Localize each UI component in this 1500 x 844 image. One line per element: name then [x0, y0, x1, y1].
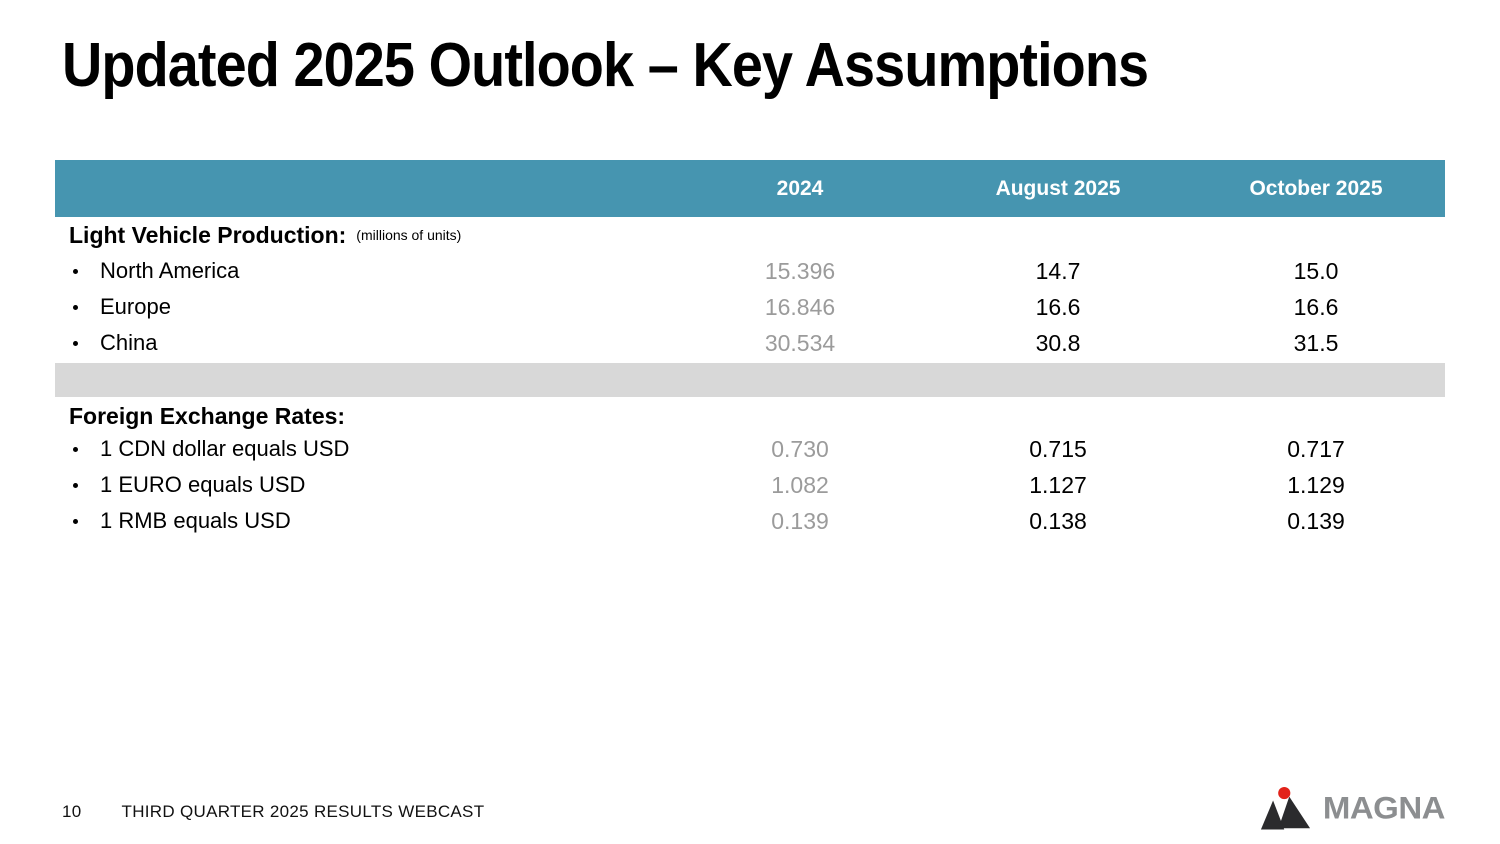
- cell-october-2025: 16.6: [1293, 293, 1339, 320]
- magna-mark-icon: [1260, 787, 1314, 830]
- cell-october-2025: 31.5: [1293, 329, 1339, 356]
- row-label: 1 EURO equals USD: [100, 472, 306, 497]
- cell-august-2025: 0.715: [1029, 435, 1087, 462]
- bullet-icon: [73, 518, 78, 524]
- assumptions-table: 2024 August 2025 October 2025 Light Vehi…: [55, 160, 1445, 539]
- footer-label: THIRD QUARTER 2025 RESULTS WEBCAST: [121, 802, 485, 821]
- cell-august-2025: 0.138: [1029, 507, 1087, 534]
- section-title: Foreign Exchange Rates:: [69, 402, 346, 429]
- cell-2024: 16.846: [764, 293, 836, 320]
- table-row-europe: Europe 16.846 16.6 16.6: [55, 289, 1445, 325]
- cell-october-2025: 15.0: [1293, 257, 1339, 284]
- table-header-row: 2024 August 2025 October 2025: [55, 160, 1445, 217]
- cell-october-2025: 0.139: [1287, 507, 1345, 534]
- row-label-cell: North America: [55, 258, 671, 284]
- table-row-north-america: North America 15.396 14.7 15.0: [55, 253, 1445, 289]
- row-label: Europe: [100, 294, 171, 319]
- table-row-cdn-usd: 1 CDN dollar equals USD 0.730 0.715 0.71…: [55, 431, 1445, 467]
- cell-august-2025: 30.8: [1035, 329, 1081, 356]
- bullet-icon: [73, 446, 78, 452]
- section-title: Light Vehicle Production:: [69, 221, 347, 248]
- section-header-light-vehicle-production: Light Vehicle Production: (millions of u…: [55, 217, 1445, 253]
- section-subtitle: (millions of units): [356, 227, 462, 243]
- bullet-icon: [73, 482, 78, 488]
- table-row-china: China 30.534 30.8 31.5: [55, 325, 1445, 361]
- cell-october-2025: 1.129: [1287, 471, 1345, 498]
- cell-2024: 0.730: [771, 435, 829, 462]
- column-header-august-2025: August 2025: [995, 176, 1121, 200]
- row-label-cell: 1 RMB equals USD: [55, 508, 671, 534]
- bullet-icon: [73, 268, 78, 274]
- cell-august-2025: 16.6: [1035, 293, 1081, 320]
- section-header-foreign-exchange-rates: Foreign Exchange Rates:: [55, 401, 1445, 431]
- table-row-rmb-usd: 1 RMB equals USD 0.139 0.138 0.139: [55, 503, 1445, 539]
- row-label-cell: Europe: [55, 294, 671, 320]
- cell-october-2025: 0.717: [1287, 435, 1345, 462]
- cell-2024: 30.534: [764, 329, 836, 356]
- cell-2024: 0.139: [771, 507, 829, 534]
- magna-logo: MAGNA: [1260, 786, 1446, 830]
- table-row-euro-usd: 1 EURO equals USD 1.082 1.127 1.129: [55, 467, 1445, 503]
- row-label: 1 CDN dollar equals USD: [100, 436, 350, 461]
- section-divider: [55, 363, 1445, 397]
- page-number: 10: [62, 802, 82, 821]
- cell-2024: 15.396: [764, 257, 836, 284]
- row-label: China: [100, 330, 158, 355]
- cell-2024: 1.082: [771, 471, 829, 498]
- row-label-cell: China: [55, 330, 671, 356]
- column-header-october-2025: October 2025: [1249, 176, 1383, 200]
- cell-august-2025: 14.7: [1035, 257, 1081, 284]
- bullet-icon: [73, 340, 78, 346]
- footer: 10 THIRD QUARTER 2025 RESULTS WEBCAST: [62, 802, 484, 822]
- magna-wordmark: MAGNA: [1322, 789, 1446, 826]
- page-title: Updated 2025 Outlook – Key Assumptions: [62, 31, 1149, 100]
- bullet-icon: [73, 304, 78, 310]
- row-label: North America: [100, 258, 240, 283]
- cell-august-2025: 1.127: [1029, 471, 1087, 498]
- column-header-2024: 2024: [776, 176, 824, 200]
- row-label-cell: 1 EURO equals USD: [55, 472, 671, 498]
- row-label-cell: 1 CDN dollar equals USD: [55, 436, 671, 462]
- row-label: 1 RMB equals USD: [100, 508, 291, 533]
